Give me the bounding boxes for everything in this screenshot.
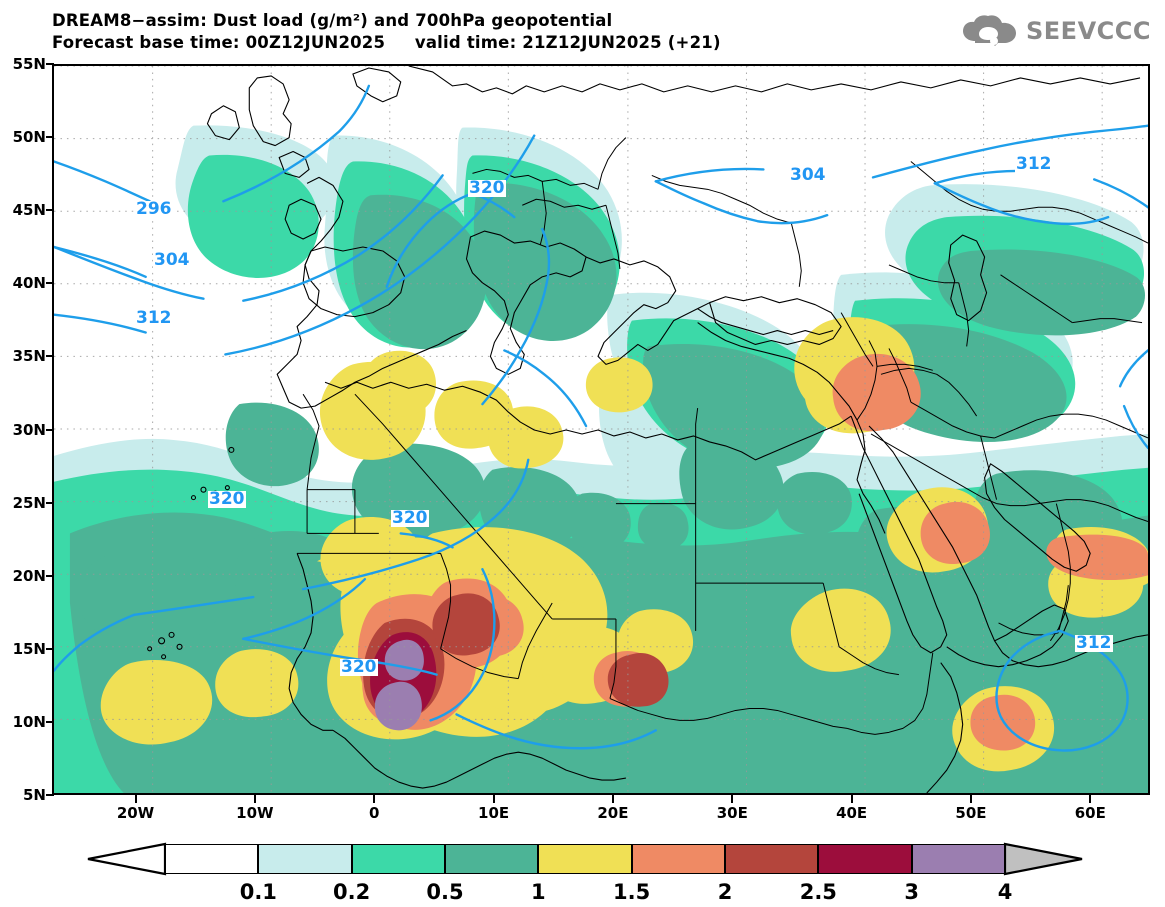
x-axis-tick-label: 10W	[236, 804, 274, 822]
x-axis-tick	[611, 795, 614, 803]
title-block: DREAM8−assim: Dust load (g/m²) and 700hP…	[52, 10, 721, 54]
y-axis-tick	[46, 63, 54, 65]
colorbar-segments: 0.1 0.2 0.5 1 1.5 2 2.5 3 4	[165, 844, 1012, 904]
contour-label: 320	[391, 508, 429, 528]
x-axis-tick-label: 0	[369, 804, 380, 822]
y-axis-tick	[46, 209, 54, 212]
chart-title-line1: DREAM8−assim: Dust load (g/m²) and 700hP…	[52, 11, 613, 30]
colorbar-segment	[445, 844, 539, 874]
y-axis-tick	[46, 428, 54, 431]
contour-label: 320	[468, 178, 506, 198]
header: DREAM8−assim: Dust load (g/m²) and 700hP…	[0, 0, 1165, 62]
colorbar-segment	[725, 844, 819, 874]
x-axis-tick-label: 40E	[836, 804, 868, 822]
seevccc-logo-text: SEEVCCC	[1026, 17, 1151, 45]
colorbar-arrows	[87, 842, 1083, 876]
colorbar-segment	[631, 844, 725, 874]
x-axis-tick-label: 60E	[1074, 804, 1106, 822]
x-axis-tick	[253, 795, 256, 803]
contour-label: 304	[789, 165, 827, 185]
y-axis-tick-label: 50N	[12, 128, 46, 147]
x-axis-tick-label: 30E	[716, 804, 748, 822]
contour-label: 320	[340, 657, 378, 677]
map-canvas: 29630431232030431232032032031231	[54, 66, 1148, 793]
x-axis-tick	[492, 795, 495, 803]
x-axis-tick	[1089, 795, 1092, 803]
colorbar-tick-label: 0.1	[239, 880, 277, 904]
colorbar-segment	[818, 844, 912, 874]
y-axis-tick-label: 40N	[12, 274, 46, 293]
contour-label: 312	[135, 308, 173, 328]
colorbar-tick-label: 1.5	[613, 880, 651, 904]
colorbar-tick-label: 3	[904, 880, 919, 904]
colorbar-tick-label: 0.5	[426, 880, 464, 904]
colorbar-tick-label: 2.5	[799, 880, 837, 904]
geopotential-contours	[54, 84, 1148, 752]
x-axis-tick-label: 50E	[955, 804, 987, 822]
colorbar-segment	[165, 844, 259, 874]
colorbar-tick-label: 1	[531, 880, 546, 904]
colorbar-segment	[911, 844, 1005, 874]
x-axis-tick	[373, 795, 376, 803]
y-axis-tick-label: 15N	[12, 639, 46, 658]
y-axis-tick	[46, 720, 54, 723]
y-axis-tick-label: 55N	[12, 55, 46, 73]
y-axis-tick-label: 20N	[12, 566, 46, 585]
y-axis-tick-label: 10N	[12, 712, 46, 731]
y-axis-tick-label: 35N	[12, 347, 46, 366]
y-axis-tick	[46, 647, 54, 650]
y-axis-tick	[46, 355, 54, 358]
map-plot-area: 29630431232030431232032032031231	[52, 64, 1150, 795]
x-axis-tick	[969, 795, 972, 803]
contour-label: 304	[153, 250, 191, 270]
y-axis-tick-label: 25N	[12, 493, 46, 512]
colorbar-legend: 0.1 0.2 0.5 1 1.5 2 2.5 3 4	[0, 838, 1165, 907]
contour-label: 312	[1075, 633, 1113, 653]
contour-label: 312	[1015, 154, 1053, 174]
colorbar-tick-label: 2	[717, 880, 733, 904]
x-axis-tick	[134, 795, 137, 803]
cloud-icon	[963, 15, 1016, 46]
chart-title-line2: Forecast base time: 00Z12JUN2025 valid t…	[52, 33, 721, 52]
colorbar-segment	[351, 844, 445, 874]
y-axis-tick	[46, 282, 54, 285]
y-axis-tick	[46, 501, 54, 504]
colorbar-segment	[538, 844, 632, 874]
x-axis-tick-label: 10E	[478, 804, 510, 822]
x-axis-tick	[731, 795, 734, 803]
x-axis-tick-label: 20W	[116, 804, 155, 822]
coastlines-and-borders	[147, 66, 1148, 793]
y-axis-tick	[46, 794, 54, 796]
seevccc-logo: SEEVCCC	[961, 14, 1151, 48]
colorbar-tick-label: 0.2	[333, 880, 371, 904]
y-axis-tick	[46, 136, 54, 139]
contour-label: 320	[208, 489, 246, 509]
x-axis-tick-label: 20E	[597, 804, 629, 822]
y-axis-tick-label: 30N	[12, 420, 46, 439]
contour-label: 296	[135, 199, 173, 219]
x-axis-tick	[850, 795, 853, 803]
colorbar-tick-label: 4	[997, 880, 1013, 904]
y-axis-tick-label: 5N	[23, 786, 46, 804]
y-axis-tick-label: 45N	[12, 201, 46, 220]
y-axis-tick	[46, 574, 54, 577]
colorbar-segment	[258, 844, 352, 874]
